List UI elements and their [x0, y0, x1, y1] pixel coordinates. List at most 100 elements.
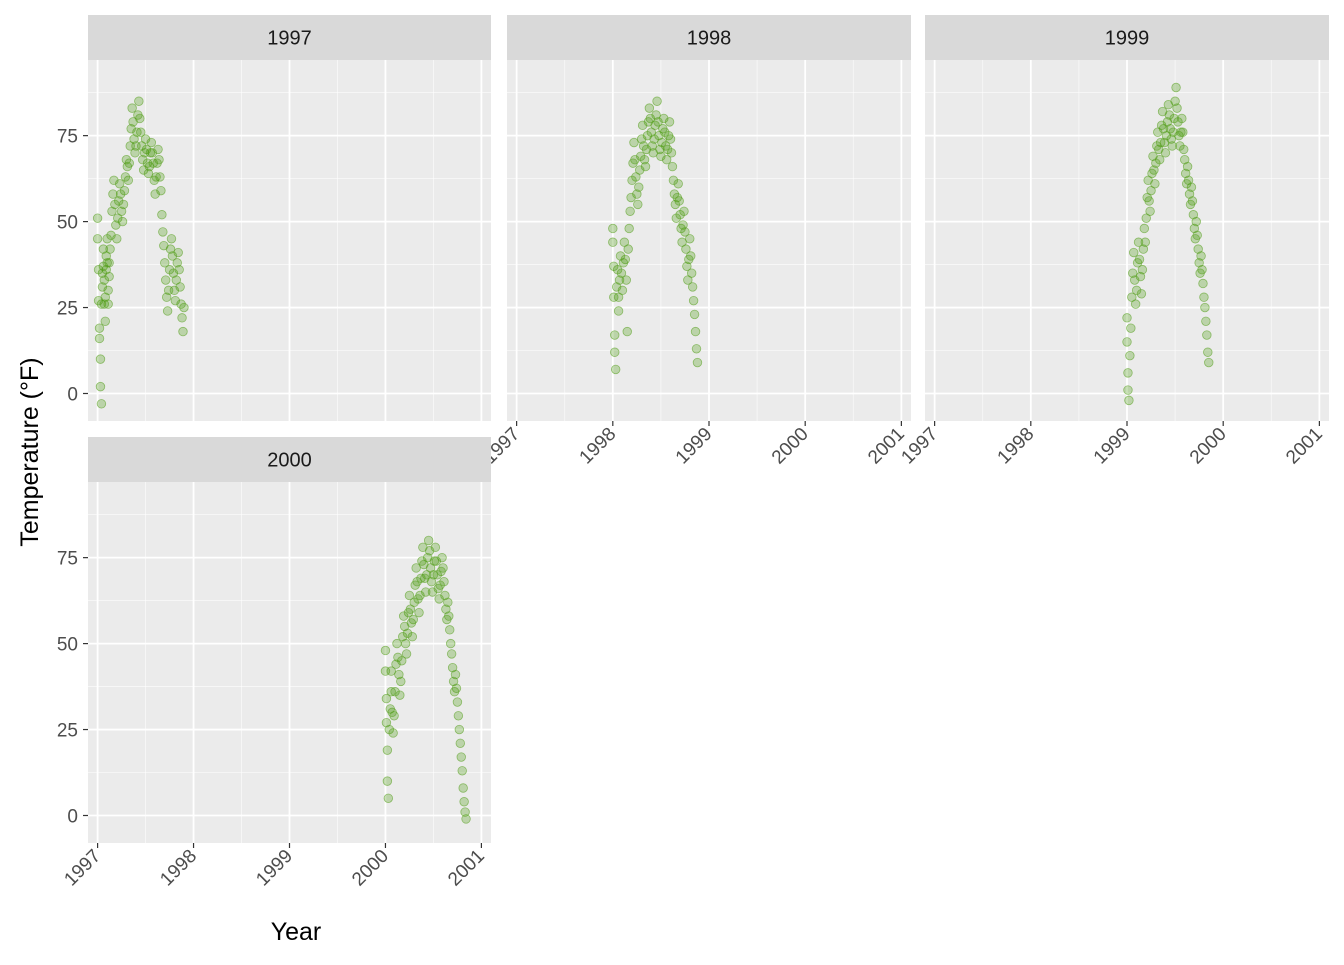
data-point [632, 189, 642, 199]
data-point [680, 227, 690, 237]
data-point [434, 594, 444, 604]
facet-panel-1999: 1999 1997 1998 1999 2000 2001 [897, 15, 1329, 468]
data-point [390, 687, 400, 697]
data-point [431, 556, 442, 566]
facet-strip [88, 437, 491, 482]
data-point [634, 182, 644, 192]
data-point [161, 275, 171, 285]
facet-strip-label: 1999 [1105, 28, 1150, 50]
data-point [412, 577, 422, 587]
data-point [177, 313, 187, 323]
data-point [453, 711, 464, 721]
data-point [141, 144, 152, 155]
data-point [1130, 299, 1141, 309]
data-point [1160, 148, 1171, 158]
data-point [397, 656, 407, 666]
data-point [674, 196, 684, 206]
data-point [414, 607, 424, 618]
data-point [104, 258, 114, 268]
data-point [169, 285, 180, 296]
y-axis-title: Temperature (°F) [16, 357, 44, 546]
data-point [613, 306, 624, 316]
data-point [1199, 292, 1209, 302]
data-point [1183, 175, 1194, 186]
data-point [407, 632, 418, 642]
data-point [123, 175, 134, 186]
data-point [665, 134, 676, 144]
data-point [416, 573, 426, 583]
data-point [679, 206, 689, 216]
data-point [161, 292, 172, 302]
data-point [1155, 155, 1165, 165]
data-point [402, 628, 413, 638]
x-tick-label: 1999 [1090, 424, 1135, 469]
data-point [686, 251, 696, 261]
data-point [179, 302, 189, 313]
data-point [686, 268, 697, 278]
data-point [162, 306, 173, 316]
data-point [155, 172, 165, 182]
data-point [132, 127, 142, 137]
data-point [1123, 368, 1133, 378]
data-point [1203, 347, 1213, 357]
data-point [647, 141, 657, 151]
data-point [1180, 168, 1191, 179]
data-point [423, 535, 434, 546]
data-point [673, 179, 683, 189]
data-point [1170, 96, 1180, 106]
data-point [1138, 244, 1149, 254]
data-point [450, 669, 461, 680]
data-point [446, 649, 457, 659]
data-point [1189, 223, 1200, 234]
data-point [97, 282, 108, 292]
data-point [1122, 313, 1132, 323]
data-point [441, 604, 451, 614]
y-tick-label: 25 [57, 721, 78, 742]
data-point [146, 137, 157, 148]
data-point [678, 220, 688, 230]
data-point [1180, 155, 1190, 165]
data-point [154, 155, 164, 165]
data-point [636, 134, 647, 144]
data-point [432, 570, 442, 580]
data-point [610, 330, 620, 340]
data-point [1166, 134, 1176, 144]
data-point [664, 117, 675, 127]
data-point [1201, 316, 1211, 326]
data-point [447, 662, 458, 673]
data-point [1182, 161, 1193, 172]
data-point [437, 552, 447, 563]
data-point [625, 206, 635, 216]
data-point [165, 244, 176, 254]
x-tick-label: 2001 [444, 846, 489, 891]
facet-panel-1997: 1997 0 25 50 75 [57, 15, 491, 421]
x-tick-label: 2001 [1282, 424, 1327, 469]
data-point [446, 638, 456, 649]
data-point [639, 155, 650, 165]
data-point [381, 693, 392, 704]
data-point [396, 676, 406, 687]
data-point [386, 666, 396, 676]
data-point [421, 587, 431, 597]
data-point [688, 295, 699, 306]
data-point [382, 745, 393, 755]
data-point [117, 216, 128, 227]
data-point [137, 155, 148, 165]
data-point [1187, 196, 1198, 206]
data-point [611, 282, 622, 292]
data-point [124, 158, 134, 168]
data-point [168, 268, 179, 278]
data-point [1194, 258, 1204, 268]
data-point [1131, 285, 1142, 296]
y-tick-label: 50 [57, 635, 78, 656]
data-point [1202, 330, 1212, 340]
data-point [622, 326, 632, 337]
data-point [435, 580, 445, 590]
y-tick-label: 50 [57, 213, 78, 234]
data-point [1129, 275, 1140, 285]
data-point [1144, 196, 1154, 206]
data-point [457, 766, 467, 776]
data-point [459, 797, 469, 807]
